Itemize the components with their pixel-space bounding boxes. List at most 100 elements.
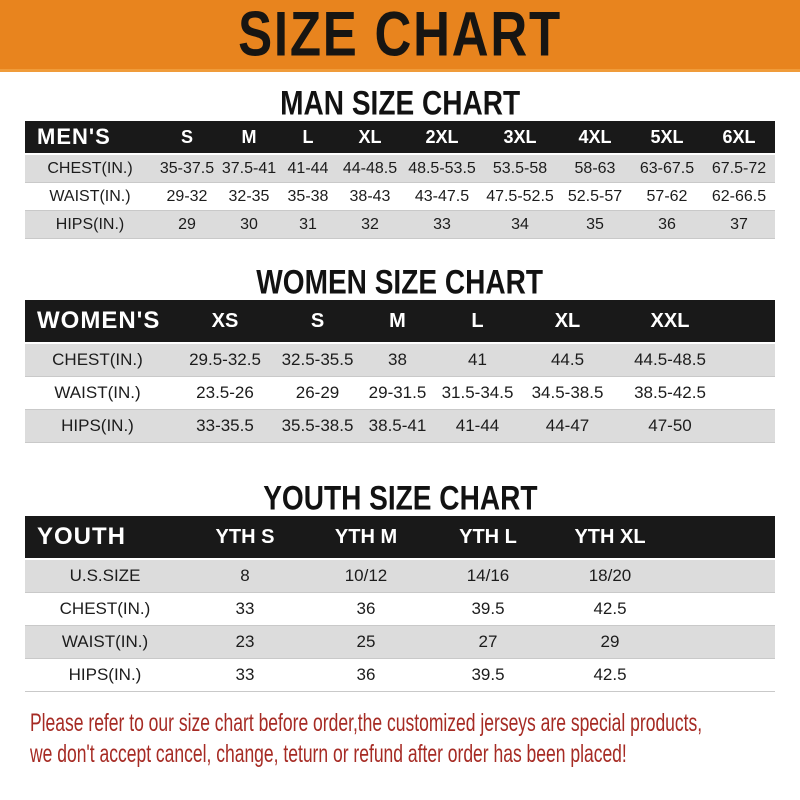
youth-size-table: YOUTH YTH S YTH M YTH L YTH XL U.S.SIZE … <box>25 516 775 692</box>
row-label: WAIST(IN.) <box>25 625 185 659</box>
disclaimer-line-2: we don't accept cancel, change, teturn o… <box>30 740 627 768</box>
men-size-table: MEN'S S M L XL 2XL 3XL 4XL 5XL 6XL CHEST… <box>25 121 775 239</box>
size-column-header: XL <box>337 121 403 154</box>
size-value-cell: 26-29 <box>280 376 355 410</box>
row-label: CHEST(IN.) <box>25 592 185 626</box>
size-value-cell: 57-62 <box>631 182 703 211</box>
size-value-cell: 31.5-34.5 <box>440 376 515 410</box>
size-column-header: XXL <box>620 300 720 343</box>
table-row: CHEST(IN.) 35-37.5 37.5-41 41-44 44-48.5… <box>25 154 775 183</box>
filler-cell <box>720 409 775 443</box>
filler-cell <box>671 658 775 692</box>
filler-cell <box>720 300 775 343</box>
size-column-header: M <box>219 121 279 154</box>
filler-cell <box>671 592 775 626</box>
size-value-cell: 34 <box>481 210 559 239</box>
size-value-cell: 35-37.5 <box>155 154 219 183</box>
size-value-cell: 47-50 <box>620 409 720 443</box>
size-value-cell: 32 <box>337 210 403 239</box>
table-row: CHEST(IN.) 33 36 39.5 42.5 <box>25 592 775 626</box>
size-value-cell: 32-35 <box>219 182 279 211</box>
row-label: CHEST(IN.) <box>25 343 170 377</box>
size-column-header: L <box>279 121 337 154</box>
youth-table-corner-label: YOUTH <box>25 516 185 559</box>
size-value-cell: 44-48.5 <box>337 154 403 183</box>
size-value-cell: 27 <box>427 625 549 659</box>
size-value-cell: 42.5 <box>549 592 671 626</box>
size-column-header: 6XL <box>703 121 775 154</box>
size-column-header: YTH S <box>185 516 305 559</box>
disclaimer-line-1: Please refer to our size chart before or… <box>30 709 703 737</box>
size-value-cell: 18/20 <box>549 559 671 593</box>
banner-title: SIZE CHART <box>238 0 562 70</box>
men-section-heading: MAN SIZE CHART <box>0 84 800 122</box>
size-value-cell: 43-47.5 <box>403 182 481 211</box>
size-value-cell: 41-44 <box>279 154 337 183</box>
size-value-cell: 67.5-72 <box>703 154 775 183</box>
size-value-cell: 29.5-32.5 <box>170 343 280 377</box>
table-row: HIPS(IN.) 29 30 31 32 33 34 35 36 37 <box>25 210 775 239</box>
size-column-header: S <box>155 121 219 154</box>
youth-header-row: YOUTH YTH S YTH M YTH L YTH XL <box>25 516 775 559</box>
women-section-heading: WOMEN SIZE CHART <box>0 263 800 301</box>
table-row: CHEST(IN.) 29.5-32.5 32.5-35.5 38 41 44.… <box>25 343 775 377</box>
size-value-cell: 25 <box>305 625 427 659</box>
size-value-cell: 58-63 <box>559 154 631 183</box>
size-value-cell: 35.5-38.5 <box>280 409 355 443</box>
size-column-header: M <box>355 300 440 343</box>
size-value-cell: 31 <box>279 210 337 239</box>
size-value-cell: 39.5 <box>427 658 549 692</box>
size-value-cell: 38.5-42.5 <box>620 376 720 410</box>
size-value-cell: 38.5-41 <box>355 409 440 443</box>
size-column-header: L <box>440 300 515 343</box>
row-label: WAIST(IN.) <box>25 376 170 410</box>
table-row: WAIST(IN.) 29-32 32-35 35-38 38-43 43-47… <box>25 182 775 211</box>
size-value-cell: 44.5-48.5 <box>620 343 720 377</box>
filler-cell <box>720 376 775 410</box>
table-row: U.S.SIZE 8 10/12 14/16 18/20 <box>25 559 775 593</box>
size-value-cell: 48.5-53.5 <box>403 154 481 183</box>
size-value-cell: 29-31.5 <box>355 376 440 410</box>
size-column-header: XL <box>515 300 620 343</box>
size-value-cell: 14/16 <box>427 559 549 593</box>
size-value-cell: 36 <box>305 592 427 626</box>
size-value-cell: 35 <box>559 210 631 239</box>
size-column-header: YTH L <box>427 516 549 559</box>
size-column-header: 3XL <box>481 121 559 154</box>
size-value-cell: 36 <box>305 658 427 692</box>
women-size-table: WOMEN'S XS S M L XL XXL CHEST(IN.) 29.5-… <box>25 300 775 443</box>
size-value-cell: 44.5 <box>515 343 620 377</box>
size-value-cell: 38-43 <box>337 182 403 211</box>
row-label: HIPS(IN.) <box>25 658 185 692</box>
size-value-cell: 35-38 <box>279 182 337 211</box>
size-value-cell: 29-32 <box>155 182 219 211</box>
size-value-cell: 32.5-35.5 <box>280 343 355 377</box>
women-header-row: WOMEN'S XS S M L XL XXL <box>25 300 775 343</box>
size-value-cell: 41 <box>440 343 515 377</box>
row-label: CHEST(IN.) <box>25 154 155 183</box>
size-value-cell: 53.5-58 <box>481 154 559 183</box>
filler-cell <box>720 343 775 377</box>
size-value-cell: 47.5-52.5 <box>481 182 559 211</box>
size-value-cell: 23.5-26 <box>170 376 280 410</box>
size-value-cell: 44-47 <box>515 409 620 443</box>
men-table-corner-label: MEN'S <box>25 121 155 154</box>
size-value-cell: 63-67.5 <box>631 154 703 183</box>
youth-section-heading: YOUTH SIZE CHART <box>0 478 800 517</box>
size-value-cell: 52.5-57 <box>559 182 631 211</box>
size-column-header: 5XL <box>631 121 703 154</box>
disclaimer: Please refer to our size chart before or… <box>0 708 800 770</box>
youth-section-heading-text: YOUTH SIZE CHART <box>262 478 538 517</box>
women-table-corner-label: WOMEN'S <box>25 300 170 343</box>
table-row: WAIST(IN.) 23.5-26 26-29 29-31.5 31.5-34… <box>25 376 775 410</box>
size-value-cell: 30 <box>219 210 279 239</box>
size-value-cell: 42.5 <box>549 658 671 692</box>
men-header-row: MEN'S S M L XL 2XL 3XL 4XL 5XL 6XL <box>25 121 775 154</box>
size-column-header: 4XL <box>559 121 631 154</box>
table-row: HIPS(IN.) 33-35.5 35.5-38.5 38.5-41 41-4… <box>25 409 775 443</box>
size-value-cell: 33 <box>185 592 305 626</box>
size-column-header: YTH XL <box>549 516 671 559</box>
size-value-cell: 33 <box>185 658 305 692</box>
row-label: WAIST(IN.) <box>25 182 155 211</box>
size-value-cell: 29 <box>549 625 671 659</box>
